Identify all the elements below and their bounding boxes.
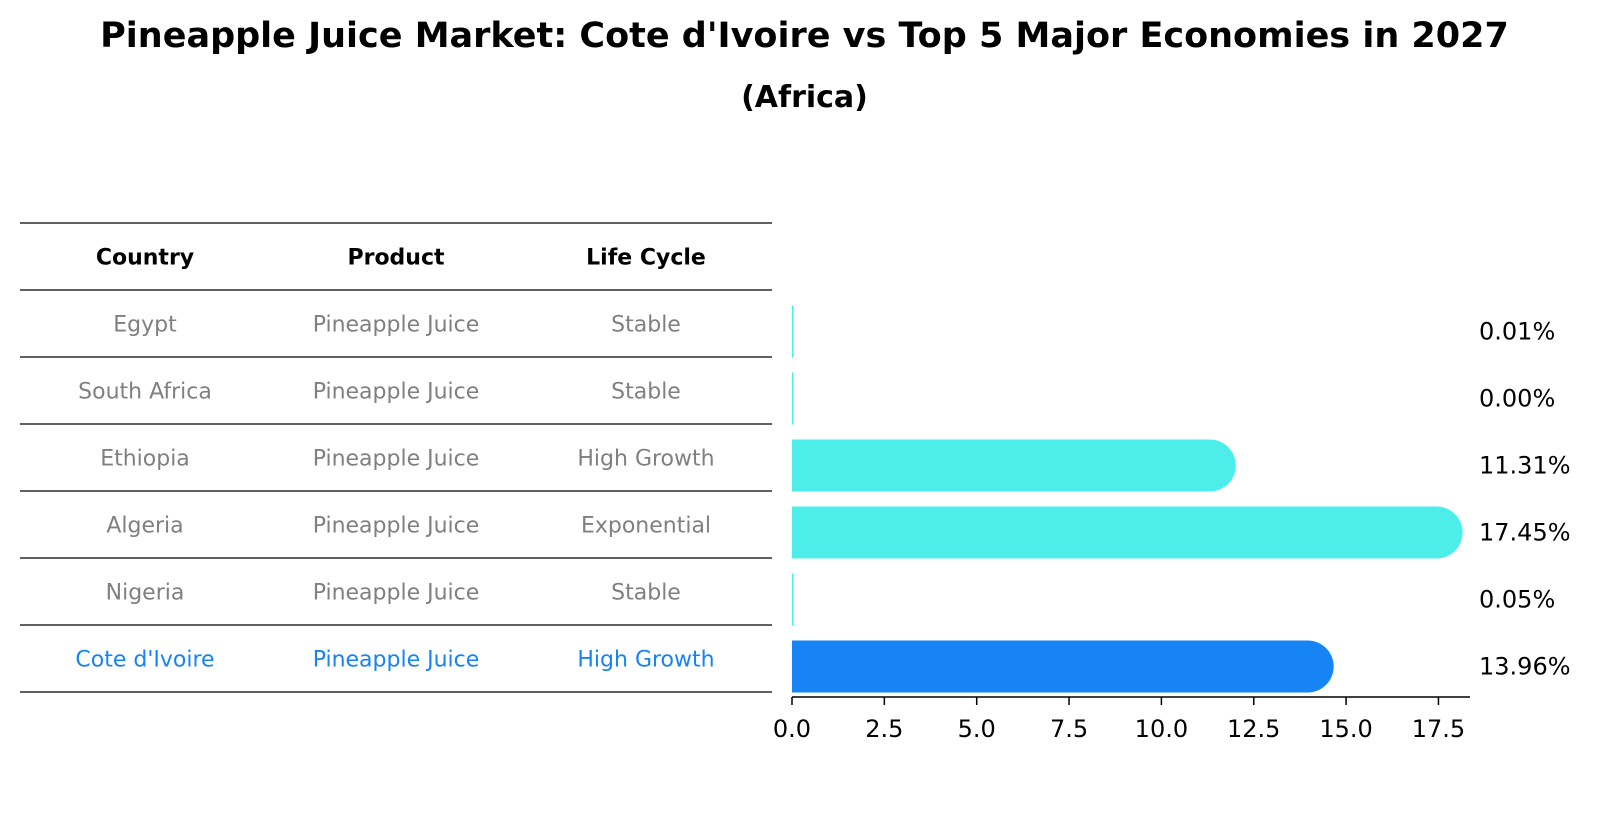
table-cell-country: Algeria [106,514,183,539]
table-cell-product: Pineapple Juice [313,514,480,539]
x-tick-label: 7.5 [1050,715,1088,743]
table-cell-life-cycle: High Growth [577,648,714,673]
x-tick-label: 2.5 [865,715,903,743]
bar-value-label: 0.00% [1479,385,1555,413]
bar [792,573,794,626]
bar-value-label: 13.96% [1479,653,1571,681]
x-tick-label: 5.0 [958,715,996,743]
x-tick-label: 12.5 [1227,715,1280,743]
bar [792,506,1463,559]
bar-value-label: 0.05% [1479,586,1555,614]
table-cell-country: Egypt [113,313,177,338]
table-cell-product: Pineapple Juice [313,313,480,338]
table-cell-country: Ethiopia [100,447,190,472]
bar [792,439,1236,492]
table-cell-life-cycle: Exponential [581,514,711,539]
table-cell-country: Cote d'Ivoire [75,648,214,673]
x-tick-label: 15.0 [1319,715,1372,743]
x-tick-label: 17.5 [1412,715,1465,743]
chart-title: Pineapple Juice Market: Cote d'Ivoire vs… [100,16,1509,56]
table-cell-life-cycle: Stable [611,581,681,606]
table-cell-country: Nigeria [106,581,185,606]
table-cell-product: Pineapple Juice [313,447,480,472]
table-cell-life-cycle: High Growth [577,447,714,472]
chart-subtitle: (Africa) [741,80,868,115]
table-header-product: Product [347,246,445,271]
bar [792,640,1334,693]
bar [792,372,794,425]
table-cell-product: Pineapple Juice [313,648,480,673]
bar [792,305,794,358]
x-tick-label: 0.0 [773,715,811,743]
table-cell-life-cycle: Stable [611,313,681,338]
bar-value-label: 0.01% [1479,318,1555,346]
x-tick-label: 10.0 [1135,715,1188,743]
table-header-country: Country [96,246,194,271]
table-cell-life-cycle: Stable [611,380,681,405]
table-cell-product: Pineapple Juice [313,380,480,405]
table-cell-product: Pineapple Juice [313,581,480,606]
bar-value-label: 17.45% [1479,519,1571,547]
bar-value-label: 11.31% [1479,452,1571,480]
table-header-life-cycle: Life Cycle [586,246,706,271]
table-cell-country: South Africa [78,380,212,405]
